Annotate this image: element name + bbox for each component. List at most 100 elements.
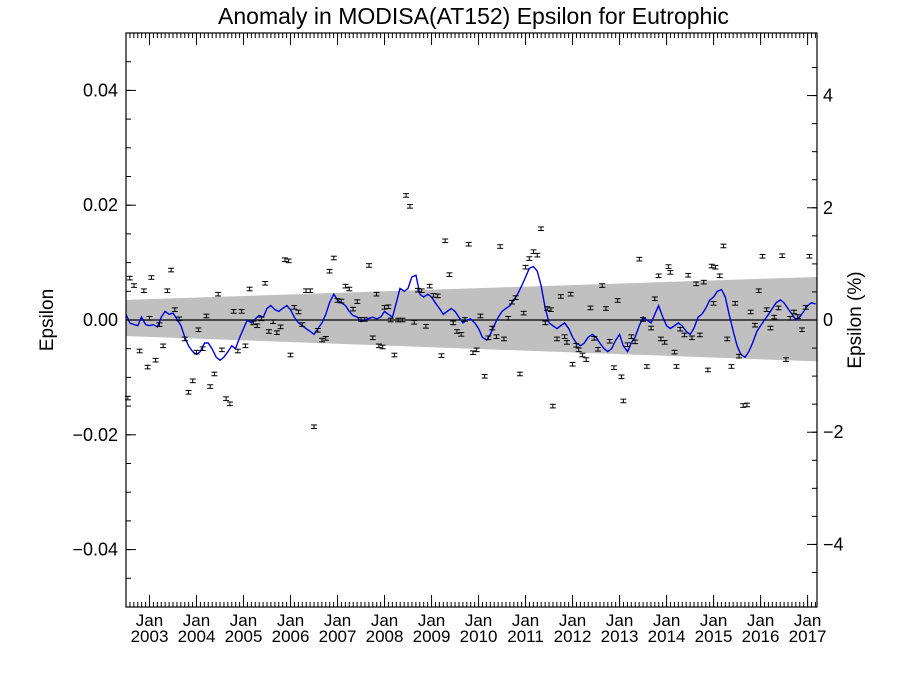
data-point (218, 347, 225, 353)
data-point (160, 343, 167, 349)
data-point (522, 264, 529, 270)
x-tick-month-label: Jan (277, 611, 304, 630)
data-point (258, 316, 265, 322)
x-tick-month-label: Jan (418, 611, 445, 630)
data-point (628, 334, 635, 339)
x-tick-year-label: 2003 (131, 627, 169, 646)
data-point (667, 270, 674, 275)
data-point (661, 340, 668, 345)
data-point (751, 322, 758, 328)
data-point (473, 347, 480, 353)
data-point (438, 353, 445, 358)
data-point (489, 325, 496, 331)
smoothed-series-line (125, 265, 816, 362)
data-point (599, 283, 606, 288)
data-point (130, 283, 137, 288)
plot-area: −0.04−0.020.000.020.04−4−2024Jan2003Jan2… (72, 32, 844, 646)
data-point (665, 264, 672, 269)
data-point (144, 364, 151, 370)
data-point (606, 338, 613, 344)
data-point (516, 371, 523, 377)
data-point (369, 335, 376, 341)
data-point (743, 402, 750, 408)
data-point (270, 319, 277, 325)
data-point (387, 317, 394, 323)
data-point (203, 313, 210, 319)
data-point (434, 293, 441, 299)
data-point (346, 286, 353, 292)
x-tick-month-label: Jan (183, 611, 210, 630)
data-point (211, 371, 218, 377)
data-point (557, 294, 564, 299)
data-point (414, 287, 421, 293)
y2-tick-label: 0 (823, 310, 833, 330)
x-tick-year-label: 2008 (366, 627, 404, 646)
data-point (602, 306, 609, 311)
y-axis-label: Epsilon (37, 289, 58, 351)
data-point (563, 340, 570, 345)
data-point (242, 343, 249, 349)
x-tick-year-label: 2015 (695, 627, 733, 646)
chart-title: Anomaly in MODISA(AT152) Epsilon for Eut… (218, 3, 729, 29)
data-point (226, 401, 233, 407)
data-point (350, 306, 357, 312)
data-point (759, 253, 766, 259)
data-point (526, 256, 533, 261)
data-point (171, 307, 178, 312)
data-point (126, 275, 133, 281)
data-point (549, 403, 556, 409)
x-tick-year-label: 2009 (413, 627, 451, 646)
x-tick-year-label: 2012 (554, 627, 592, 646)
data-point (614, 298, 621, 303)
data-point (334, 298, 341, 303)
data-point (700, 279, 707, 285)
data-point (508, 299, 515, 305)
data-point (587, 305, 594, 311)
x-tick-month-label: Jan (512, 611, 539, 630)
data-point (262, 280, 269, 286)
data-point (379, 344, 386, 350)
x-tick-year-label: 2006 (272, 627, 310, 646)
data-point (385, 304, 392, 310)
x-tick-month-label: Jan (747, 611, 774, 630)
data-point (636, 256, 643, 262)
data-point (140, 288, 147, 294)
data-point (481, 373, 488, 379)
data-point (767, 325, 774, 331)
x-tick-month-label: Jan (230, 611, 257, 630)
data-point (724, 336, 731, 342)
data-point (381, 305, 388, 310)
data-point (610, 365, 617, 370)
data-point (640, 317, 647, 322)
data-point (567, 291, 574, 297)
data-point (246, 286, 253, 292)
data-point (146, 315, 153, 321)
x-tick-year-label: 2014 (648, 627, 686, 646)
data-point (573, 342, 580, 348)
data-point (311, 424, 318, 430)
data-point (735, 353, 742, 359)
data-point (373, 291, 380, 297)
data-point (354, 299, 361, 304)
data-point (403, 193, 410, 198)
data-point (458, 332, 465, 337)
data-point (375, 343, 382, 349)
data-point (238, 309, 245, 314)
data-point (782, 357, 789, 362)
data-point (500, 336, 507, 342)
data-point (285, 258, 292, 264)
data-point (747, 309, 754, 315)
data-point (544, 306, 551, 311)
data-point (399, 317, 406, 323)
data-point (732, 301, 739, 306)
data-point (512, 295, 519, 300)
x-tick-year-label: 2005 (225, 627, 263, 646)
data-point (465, 241, 472, 247)
data-point (319, 337, 326, 343)
y2-tick-label: 2 (823, 198, 833, 218)
data-point (148, 275, 155, 280)
data-point (542, 320, 549, 326)
data-point (710, 301, 717, 306)
